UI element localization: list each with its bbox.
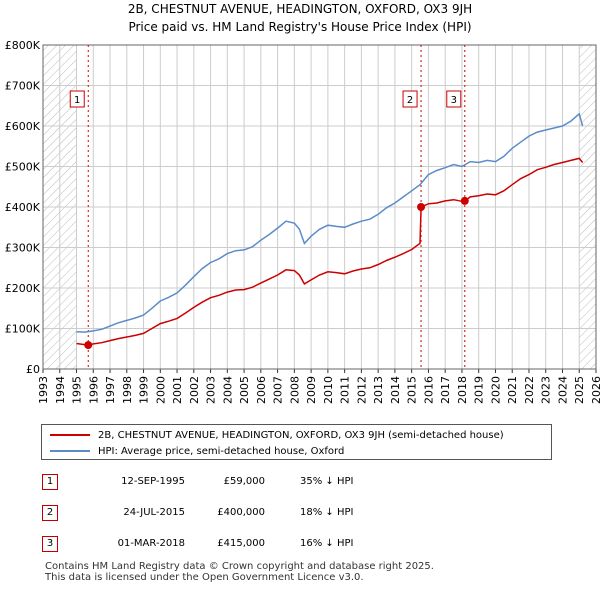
x-tick-label: 2005 xyxy=(238,376,251,404)
x-tick-label: 2008 xyxy=(288,376,301,404)
sale-price: £400,000 xyxy=(217,507,265,518)
sale-price: £59,000 xyxy=(223,476,265,487)
y-tick-label: £0 xyxy=(26,363,40,376)
x-tick-label: 2002 xyxy=(188,376,201,404)
sale-label-box xyxy=(446,90,462,108)
chart-subtitle: Price paid vs. HM Land Registry's House … xyxy=(128,20,472,34)
legend: 2B, CHESTNUT AVENUE, HEADINGTON, OXFORD,… xyxy=(41,424,552,460)
sale-row: 2 24-JUL-2015 £400,000 18% ↓ HPI xyxy=(0,505,600,525)
x-tick-label: 2014 xyxy=(389,376,402,404)
sale-label-box xyxy=(69,90,85,108)
legend-label-hpi: HPI: Average price, semi-detached house,… xyxy=(98,445,345,457)
price-chart: £0 £100K £200K £300K £400K £500K £600K £700K £80… xyxy=(5,39,600,404)
sale-hpi-diff: 18% ↓ HPI xyxy=(300,507,354,518)
legend-swatch-property xyxy=(50,434,90,436)
x-tick-label: 1998 xyxy=(121,376,134,404)
x-tick-label: 1995 xyxy=(71,376,84,404)
legend-item-property: 2B, CHESTNUT AVENUE, HEADINGTON, OXFORD,… xyxy=(50,427,504,443)
property-price-line xyxy=(76,157,584,346)
plot-border xyxy=(42,44,597,370)
sale-price: £415,000 xyxy=(217,538,265,549)
x-tick-label: 2004 xyxy=(221,376,234,404)
x-tick-label: 1999 xyxy=(138,376,151,404)
x-tick-label: 2019 xyxy=(473,376,486,404)
footer-copyright: Contains HM Land Registry data © Crown c… xyxy=(45,561,434,572)
sale-label-box xyxy=(402,90,418,108)
x-tick-label: 2011 xyxy=(339,376,352,404)
x-tick-label: 2015 xyxy=(406,376,419,404)
x-tick-label: 2009 xyxy=(305,376,318,404)
x-tick-label: 2022 xyxy=(523,376,536,404)
sale-hpi-diff: 16% ↓ HPI xyxy=(300,538,354,549)
y-tick-label: £800K xyxy=(5,39,41,52)
x-tick-label: 1993 xyxy=(37,376,50,404)
x-tick-label: 2003 xyxy=(205,376,218,404)
x-tick-label: 2001 xyxy=(171,376,184,404)
x-tick-label: 2025 xyxy=(573,376,586,404)
y-tick-label: £100K xyxy=(5,323,41,336)
x-tick-label: 2000 xyxy=(154,376,167,404)
sale-label: 3 xyxy=(451,95,457,106)
hpi-line xyxy=(76,112,584,333)
legend-swatch-hpi xyxy=(50,450,90,452)
y-tick-label: £700K xyxy=(5,80,41,93)
sale-date: 24-JUL-2015 xyxy=(123,507,185,518)
sale-date: 01-MAR-2018 xyxy=(117,538,185,549)
sale-number-badge: 2 xyxy=(42,505,58,521)
x-tick-label: 1994 xyxy=(54,376,67,404)
sale-number-badge: 1 xyxy=(42,474,58,490)
x-tick-label: 2012 xyxy=(355,376,368,404)
footer-licence: This data is licensed under the Open Gov… xyxy=(45,572,364,583)
x-tick-label: 2013 xyxy=(372,376,385,404)
sale-hpi-diff: 35% ↓ HPI xyxy=(300,476,354,487)
y-tick-label: £400K xyxy=(5,201,41,214)
sale-point xyxy=(84,341,93,350)
x-tick-label: 2020 xyxy=(489,376,502,404)
x-tick-label: 1996 xyxy=(87,376,100,404)
sale-number-badge: 3 xyxy=(42,536,58,552)
y-tick-label: £600K xyxy=(5,120,41,133)
sale-date: 12-SEP-1995 xyxy=(121,476,185,487)
legend-label-property: 2B, CHESTNUT AVENUE, HEADINGTON, OXFORD,… xyxy=(98,429,504,441)
x-tick-label: 2026 xyxy=(590,376,600,404)
x-tick-label: 2021 xyxy=(506,376,519,404)
y-tick-label: £300K xyxy=(5,242,41,255)
chart-title: 2B, CHESTNUT AVENUE, HEADINGTON, OXFORD,… xyxy=(127,2,473,16)
x-tick-label: 2006 xyxy=(255,376,268,404)
x-tick-label: 2016 xyxy=(422,376,435,404)
x-tick-label: 2018 xyxy=(456,376,469,404)
x-tick-label: 1997 xyxy=(104,376,117,404)
sale-row: 1 12-SEP-1995 £59,000 35% ↓ HPI xyxy=(0,474,600,494)
sale-row: 3 01-MAR-2018 £415,000 16% ↓ HPI xyxy=(0,536,600,556)
sale-label: 1 xyxy=(74,95,80,106)
x-tick-label: 2023 xyxy=(540,376,553,404)
legend-item-hpi: HPI: Average price, semi-detached house,… xyxy=(50,443,344,459)
sale-label: 2 xyxy=(407,95,413,106)
x-tick-label: 2010 xyxy=(322,376,335,404)
y-tick-label: £500K xyxy=(5,161,41,174)
sale-point xyxy=(460,196,469,205)
footer: Contains HM Land Registry data © Crown c… xyxy=(45,561,434,583)
x-tick-label: 2017 xyxy=(439,376,452,404)
x-tick-label: 2024 xyxy=(556,376,569,404)
x-tick-label: 2007 xyxy=(272,376,285,404)
y-tick-label: £200K xyxy=(5,282,41,295)
sale-point xyxy=(417,203,426,211)
